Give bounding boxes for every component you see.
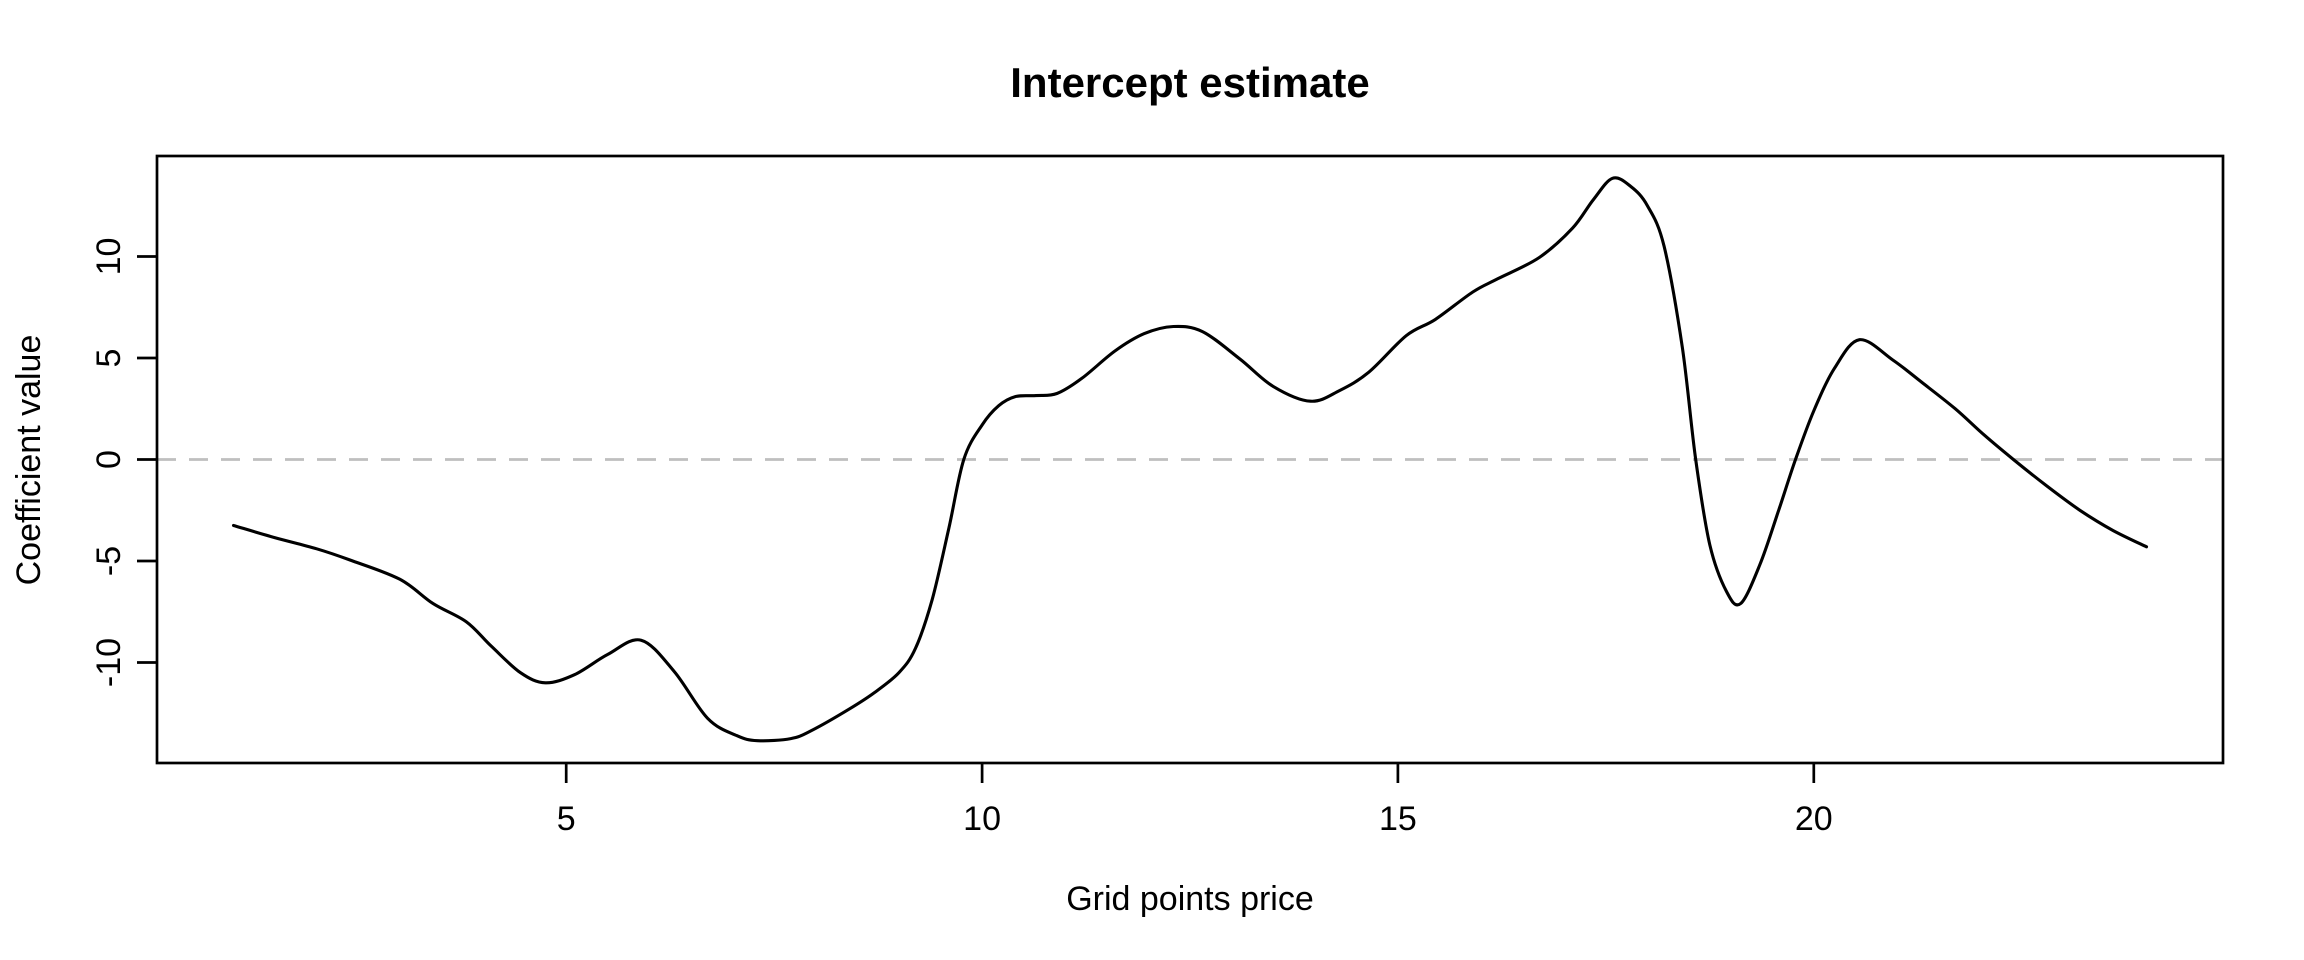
y-axis-tick-label: -5 [90,546,128,576]
y-axis-tick-label: 5 [90,349,128,368]
x-axis-tick-label: 20 [1795,800,1833,838]
y-axis-tick-label: 10 [90,238,128,276]
y-axis-tick-label: 0 [90,450,128,469]
y-axis-label: Coefficient value [10,335,48,586]
plot-layer: 5 10 15 20 -10 -5 0 5 10 [90,154,2225,838]
x-axis-label: Grid points price [1066,880,1314,918]
x-axis-tick-label: 10 [963,800,1001,838]
series-curve [231,176,2149,743]
chart-title: Intercept estimate [1010,59,1369,106]
y-axis-tick-label: -10 [90,638,128,687]
x-axis-tick-label: 15 [1379,800,1417,838]
x-axis-tick-label: 5 [557,800,576,838]
